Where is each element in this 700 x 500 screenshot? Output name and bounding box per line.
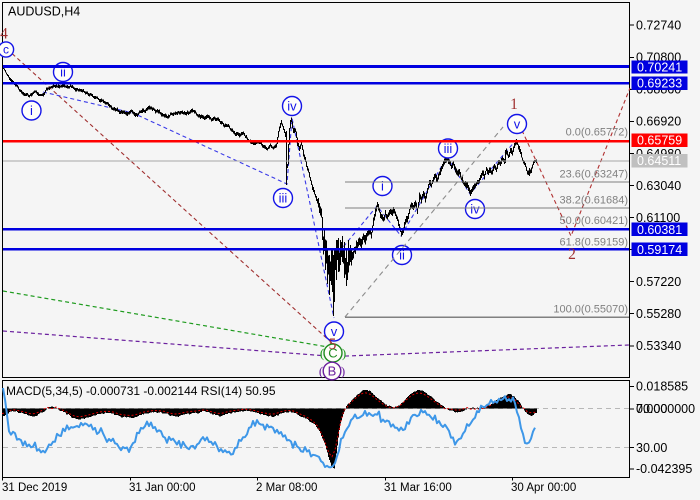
svg-text:61.8(0.59159): 61.8(0.59159) [560, 236, 629, 248]
svg-text:0.57220: 0.57220 [636, 275, 681, 289]
svg-text:ii: ii [60, 65, 66, 80]
svg-text:v: v [331, 324, 338, 339]
svg-text:i: i [30, 103, 33, 118]
svg-text:0.60381: 0.60381 [637, 223, 682, 237]
svg-text:i: i [381, 179, 384, 194]
svg-text:): ) [342, 346, 346, 361]
svg-text:70.00: 70.00 [636, 402, 667, 416]
svg-text:0.018585: 0.018585 [636, 380, 688, 394]
svg-text:0.59174: 0.59174 [637, 243, 682, 257]
svg-text:1: 1 [510, 96, 518, 113]
svg-text:31 Jan 00:00: 31 Jan 00:00 [129, 482, 196, 494]
svg-text:): ) [341, 364, 345, 379]
svg-text:0.66920: 0.66920 [636, 115, 681, 129]
svg-text:-0.042395: -0.042395 [636, 462, 692, 476]
svg-text:0.69233: 0.69233 [637, 77, 682, 91]
svg-text:iii: iii [444, 141, 453, 156]
svg-text:5: 5 [329, 336, 337, 353]
svg-text:2 Mar 08:00: 2 Mar 08:00 [256, 482, 317, 494]
svg-text:C: C [328, 346, 337, 361]
svg-text:ii: ii [399, 248, 405, 263]
svg-text:0.0000000: 0.0000000 [636, 402, 695, 416]
svg-text:0.55280: 0.55280 [636, 307, 681, 321]
svg-text:31 Dec 2019: 31 Dec 2019 [2, 482, 67, 494]
svg-text:2: 2 [568, 246, 576, 263]
svg-text:v: v [514, 117, 521, 132]
svg-text:iv: iv [287, 99, 297, 114]
svg-text:100.0(0.55070): 100.0(0.55070) [553, 303, 628, 315]
svg-text:iii: iii [279, 191, 288, 206]
svg-text:0.61100: 0.61100 [636, 211, 680, 225]
svg-text:31 Mar 16:00: 31 Mar 16:00 [384, 482, 452, 494]
svg-text:(: ( [319, 364, 323, 379]
svg-text:0.53340: 0.53340 [636, 339, 681, 353]
svg-text:0.63040: 0.63040 [636, 179, 681, 193]
svg-text:38.2(0.61684): 38.2(0.61684) [560, 194, 629, 206]
svg-text:MACD(5,34,5) -0.000731 -0.0021: MACD(5,34,5) -0.000731 -0.002144 RSI(14)… [6, 384, 276, 398]
svg-text:0.72740: 0.72740 [636, 19, 681, 33]
svg-text:30.00: 30.00 [636, 441, 667, 455]
svg-text:23.6(0.63247): 23.6(0.63247) [560, 168, 629, 180]
svg-text:0.65759: 0.65759 [637, 134, 682, 148]
svg-text:4: 4 [0, 26, 8, 43]
svg-text:c: c [3, 43, 9, 57]
svg-text:iv: iv [470, 202, 480, 217]
svg-text:(: ( [320, 346, 324, 361]
svg-text:30 Apr 00:00: 30 Apr 00:00 [511, 482, 576, 494]
svg-text:AUDUSD,H4: AUDUSD,H4 [8, 5, 80, 19]
svg-text:0.70241: 0.70241 [637, 60, 682, 74]
svg-text:0.0(0.65772): 0.0(0.65772) [566, 126, 628, 138]
svg-text:0.64511: 0.64511 [637, 154, 681, 168]
svg-text:50.0(0.60421): 50.0(0.60421) [560, 215, 629, 227]
svg-text:B: B [328, 364, 337, 379]
